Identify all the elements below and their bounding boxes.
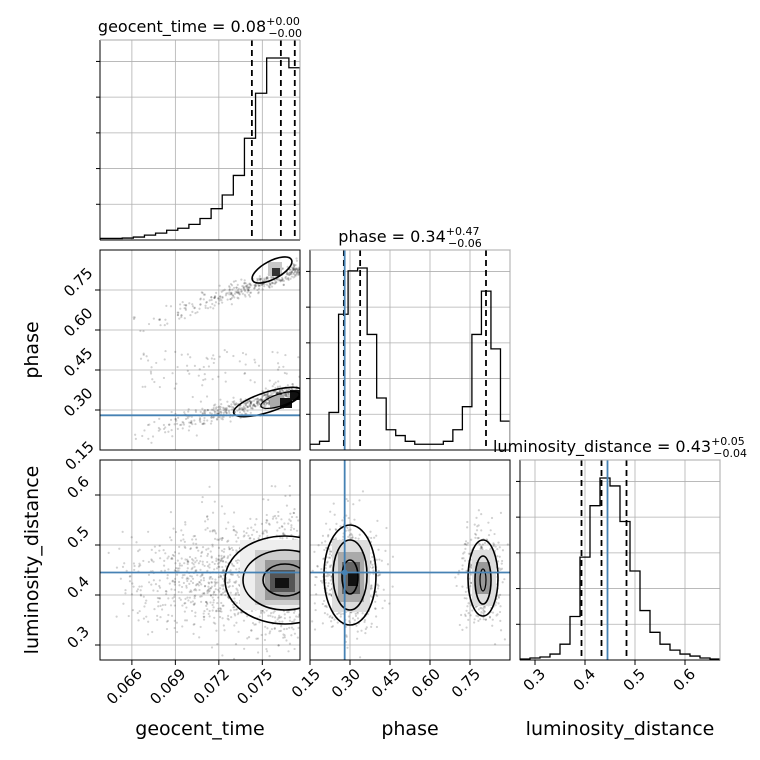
y-tick-label: 0.30 — [60, 384, 96, 420]
y-tick-label: 0.5 — [63, 522, 93, 552]
x-tick-label: 0.5 — [620, 665, 650, 695]
y-tick-label: 0.75 — [60, 264, 96, 300]
x-tick-label: 0.30 — [328, 665, 364, 701]
density-cell — [476, 562, 490, 594]
x-tick-label: 0.75 — [448, 665, 484, 701]
x-tick-label: 0.072 — [190, 665, 233, 708]
contour-line — [251, 256, 293, 284]
density-cell — [272, 268, 280, 276]
x-tick-label: 0.4 — [570, 665, 600, 695]
panel-frame — [309, 249, 511, 451]
contour-line — [323, 524, 377, 626]
histogram-step-luminosity_distance — [520, 477, 720, 660]
histogram-panel-phase — [310, 250, 510, 450]
histogram-step-phase — [310, 267, 510, 450]
truth-marker — [341, 569, 348, 576]
density-cell — [280, 398, 292, 408]
x-tick-label: 0.15 — [288, 665, 324, 701]
contour-line — [474, 555, 492, 605]
contour-line — [479, 568, 487, 592]
y-tick-label: 0.15 — [61, 437, 97, 473]
panel-title-phase: phase = 0.34+0.47 −0.06 — [338, 225, 481, 250]
x-tick-label: 0.45 — [368, 665, 404, 701]
panel-frame — [100, 40, 300, 240]
contour-line — [260, 390, 300, 410]
x-tick-label: 0.6 — [670, 665, 700, 695]
histogram-panel-geocent_time — [100, 40, 300, 240]
panel-title-geocent_time: geocent_time = 0.08+0.00 −0.00 — [98, 15, 302, 40]
panel-frame — [309, 459, 511, 661]
scatter-panel-luminosity_distance-vs-geocent_time — [100, 460, 300, 660]
contour-line — [242, 549, 300, 611]
contour-line — [262, 563, 300, 597]
y-tick-label: 0.45 — [60, 344, 96, 380]
y-tick-label: 0.3 — [63, 622, 93, 652]
contour-line — [341, 559, 359, 595]
x-tick-label: 0.3 — [520, 665, 550, 695]
y-axis-label-phase: phase — [21, 321, 43, 378]
x-tick-label: 0.60 — [408, 665, 444, 701]
x-tick-label: 0.069 — [146, 665, 189, 708]
x-axis-label-phase: phase — [381, 718, 438, 740]
y-tick-label: 0.6 — [63, 472, 93, 502]
density-cell — [348, 572, 358, 586]
panel-title-luminosity_distance: luminosity_distance = 0.43+0.05 −0.04 — [493, 435, 747, 460]
histogram-panel-luminosity_distance — [520, 460, 720, 660]
density-cell — [275, 578, 289, 588]
contour-line — [332, 539, 368, 611]
x-tick-label: 0.066 — [103, 665, 146, 708]
x-tick-label: 0.075 — [233, 665, 276, 708]
scatter-panel-phase-vs-geocent_time — [100, 250, 300, 450]
scatter-panel-luminosity_distance-vs-phase — [310, 460, 510, 660]
panel-frame — [99, 249, 301, 451]
y-tick-label: 0.4 — [63, 572, 93, 602]
contour-line — [224, 535, 300, 625]
y-axis-label-luminosity_distance: luminosity_distance — [21, 466, 43, 655]
y-tick-label: 0.60 — [60, 304, 96, 340]
panel-frame — [99, 459, 301, 661]
x-axis-label-geocent_time: geocent_time — [135, 718, 264, 740]
contour-line — [467, 539, 499, 617]
x-axis-label-luminosity_distance: luminosity_distance — [526, 718, 715, 740]
contour-line — [232, 386, 300, 418]
density-cell — [290, 390, 300, 400]
histogram-step-geocent_time — [100, 57, 300, 240]
